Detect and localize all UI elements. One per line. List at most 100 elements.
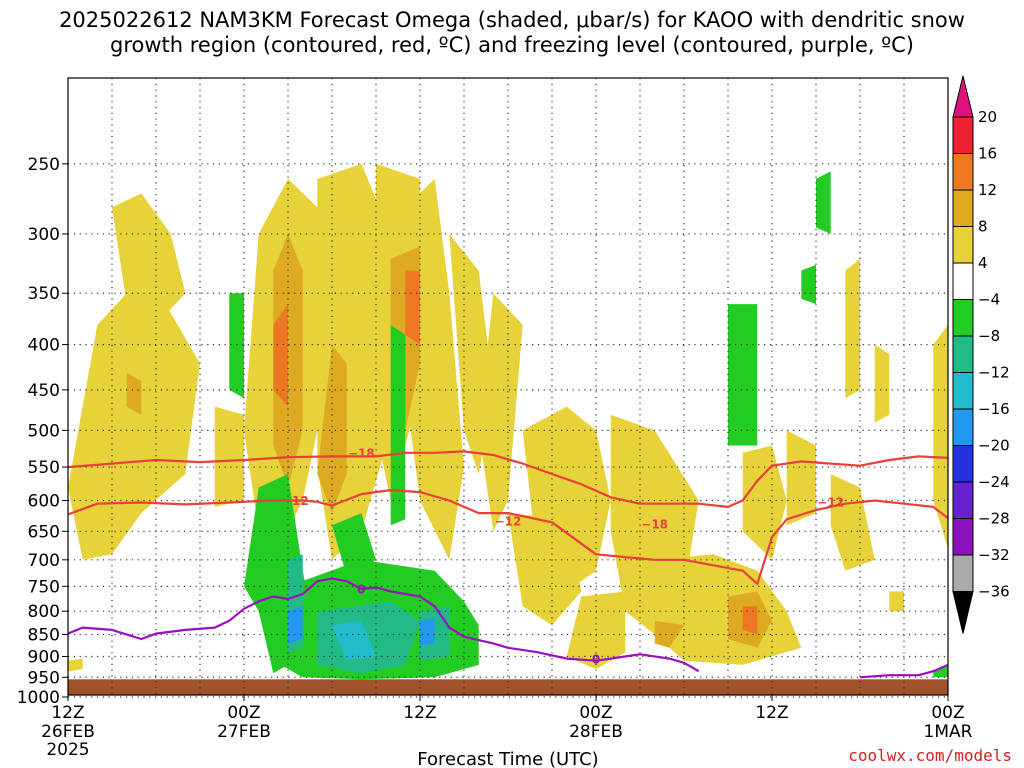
colorbar-box-11 <box>952 518 974 556</box>
colorbar-box-1 <box>952 153 974 191</box>
colorbar-label-9: −20 <box>978 437 1010 455</box>
y-axis-ticks: 2503003504004505005506006507007508008509… <box>17 155 68 708</box>
omega-shading <box>68 163 948 680</box>
colorbar-label-13: −36 <box>978 583 1010 601</box>
contour-label-2: −12 <box>282 494 309 508</box>
omega-region-2 <box>214 406 244 507</box>
colorbar-label-5: −4 <box>978 291 1000 309</box>
y-tick-label-950: 950 <box>28 668 60 688</box>
y-tick-label-600: 600 <box>28 492 60 512</box>
colorbar-label-11: −28 <box>978 510 1010 528</box>
omega-region-0 <box>68 287 200 560</box>
omega-region-28 <box>273 304 288 407</box>
omega-region-20 <box>933 324 948 549</box>
y-tick-label-250: 250 <box>28 155 60 175</box>
colorbar-box-9 <box>952 445 974 483</box>
contour-labels: −18 −18 −12 −12 −12 0 0 <box>282 446 844 667</box>
omega-region-1 <box>112 193 186 325</box>
contour-label-4: −12 <box>817 495 844 509</box>
x-tick-label-5: 00Z <box>931 703 964 723</box>
y-tick-label-400: 400 <box>28 336 60 356</box>
y-tick-label-900: 900 <box>28 647 60 667</box>
omega-region-37 <box>816 171 831 234</box>
x-tick-date-5: 1MAR <box>924 722 973 742</box>
x-tick-date-3: 28FEB <box>569 722 623 742</box>
colorbar-box-2 <box>952 189 974 227</box>
colorbar-label-10: −24 <box>978 473 1010 491</box>
omega-region-25 <box>126 372 142 415</box>
colorbar-label-3: 8 <box>978 218 988 236</box>
omega-region-38 <box>801 264 816 305</box>
omega-region-14 <box>742 445 787 560</box>
y-tick-label-350: 350 <box>28 284 60 304</box>
omega-region-45 <box>420 618 435 646</box>
colorbar-box-0 <box>952 116 974 154</box>
contour-label-0: −18 <box>348 446 375 460</box>
colorbar-box-5 <box>952 299 974 337</box>
x-tick-label-2: 12Z <box>403 703 436 723</box>
x-tick-label-3: 00Z <box>579 703 612 723</box>
omega-region-10 <box>508 513 582 626</box>
colorbar-box-10 <box>952 481 974 519</box>
colorbar-box-7 <box>952 372 974 410</box>
omega-region-8 <box>478 293 523 532</box>
y-tick-label-750: 750 <box>28 577 60 597</box>
omega-region-27 <box>654 620 684 648</box>
colorbar-box-4 <box>952 262 974 300</box>
y-tick-label-450: 450 <box>28 381 60 401</box>
colorbar-box-12 <box>952 554 974 592</box>
colorbar-label-2: 12 <box>978 181 997 199</box>
omega-region-30 <box>742 606 758 635</box>
y-tick-label-300: 300 <box>28 225 60 245</box>
colorbar-top-arrow <box>952 75 974 118</box>
contour-line-3 <box>859 663 948 679</box>
omega-region-35 <box>390 324 406 526</box>
x-tick-year-0: 2025 <box>46 740 89 760</box>
colorbar: 20 16 12 8 4 −4 −8 −12 −16 −20 −24 −28 −32 −36 <box>952 75 1010 634</box>
colorbar-label-8: −16 <box>978 400 1010 418</box>
y-tick-label-850: 850 <box>28 625 60 645</box>
x-tick-label-1: 00Z <box>227 703 260 723</box>
omega-region-44 <box>288 606 303 644</box>
x-tick-label-4: 12Z <box>755 703 788 723</box>
y-tick-label-800: 800 <box>28 602 60 622</box>
colorbar-label-12: −32 <box>978 546 1010 564</box>
colorbar-label-0: 20 <box>978 108 997 126</box>
colorbar-label-6: −8 <box>978 327 1000 345</box>
contour-line-0 <box>68 450 948 508</box>
omega-region-19 <box>889 591 904 612</box>
x-tick-label-0: 12Z <box>51 703 84 723</box>
y-tick-label-700: 700 <box>28 551 60 571</box>
plot-frame <box>67 77 949 696</box>
colorbar-label-4: 4 <box>978 254 988 272</box>
contour-label-3: −12 <box>495 515 522 529</box>
omega-region-21 <box>68 658 83 672</box>
colorbar-label-7: −12 <box>978 364 1010 382</box>
omega-region-11 <box>566 591 626 670</box>
omega-region-39 <box>933 664 948 678</box>
chart-title-line1: 2025022612 NAM3KM Forecast Omega (shaded… <box>59 8 965 32</box>
contour-line-2 <box>68 577 700 673</box>
x-axis-label: Forecast Time (UTC) <box>417 749 598 768</box>
colorbar-box-3 <box>952 226 974 264</box>
x-tick-date-0: 26FEB <box>41 722 95 742</box>
colorbar-box-6 <box>952 335 974 373</box>
credit-text: coolwx.com/models <box>848 746 1012 765</box>
y-tick-label-650: 650 <box>28 522 60 542</box>
omega-region-16 <box>830 474 875 571</box>
omega-region-34 <box>332 513 376 576</box>
gridlines <box>68 78 948 698</box>
colorbar-box-8 <box>952 408 974 446</box>
contour-label-1: −18 <box>641 518 668 532</box>
y-tick-label-1000: 1000 <box>17 688 60 708</box>
omega-region-36 <box>728 304 758 446</box>
omega-region-15 <box>786 430 816 526</box>
omega-region-17 <box>845 258 860 399</box>
colorbar-label-1: 16 <box>978 145 997 163</box>
contour-label-6: 0 <box>592 653 600 667</box>
contour-label-5: 0 <box>357 582 365 596</box>
omega-region-23 <box>317 344 347 514</box>
colorbar-bottom-arrow <box>952 591 974 634</box>
omega-region-43 <box>332 620 376 661</box>
